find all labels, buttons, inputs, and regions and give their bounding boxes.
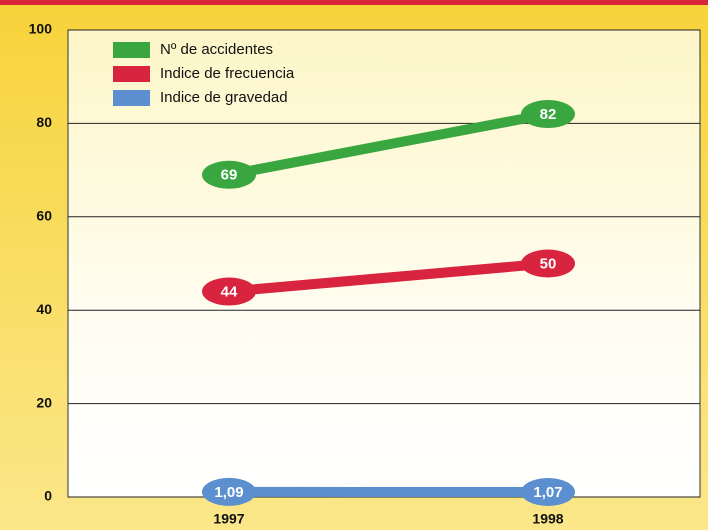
x-tick-label: 1997 — [213, 511, 244, 527]
data-label: 44 — [221, 283, 238, 300]
data-point — [202, 477, 256, 506]
legend-label: Indice de frecuencia — [160, 65, 295, 82]
y-tick-label: 0 — [44, 488, 52, 504]
data-label: 1,09 — [214, 484, 243, 501]
data-label: 69 — [221, 167, 238, 184]
y-tick-label: 20 — [36, 394, 52, 410]
y-tick-label: 60 — [36, 208, 52, 224]
legend-swatch — [113, 42, 150, 58]
plot-area — [67, 29, 701, 498]
data-point — [521, 478, 575, 507]
legend-swatch — [113, 90, 150, 106]
legend-swatch — [113, 66, 150, 82]
data-label: 1,07 — [533, 484, 562, 501]
x-tick-label: 1998 — [532, 511, 563, 527]
y-tick-label: 100 — [29, 21, 53, 37]
legend-label: Indice de gravedad — [160, 89, 288, 106]
series-line — [224, 258, 553, 297]
data-point — [202, 160, 256, 189]
data-label: 82 — [540, 106, 557, 123]
top-border — [0, 0, 708, 5]
data-point — [521, 249, 575, 278]
data-point — [521, 100, 575, 129]
data-label: 50 — [540, 255, 557, 272]
y-tick-label: 80 — [36, 114, 52, 130]
legend-label: Nº de accidentes — [160, 41, 273, 58]
data-point — [202, 277, 256, 306]
y-tick-label: 40 — [36, 301, 52, 317]
series-line — [224, 109, 553, 180]
